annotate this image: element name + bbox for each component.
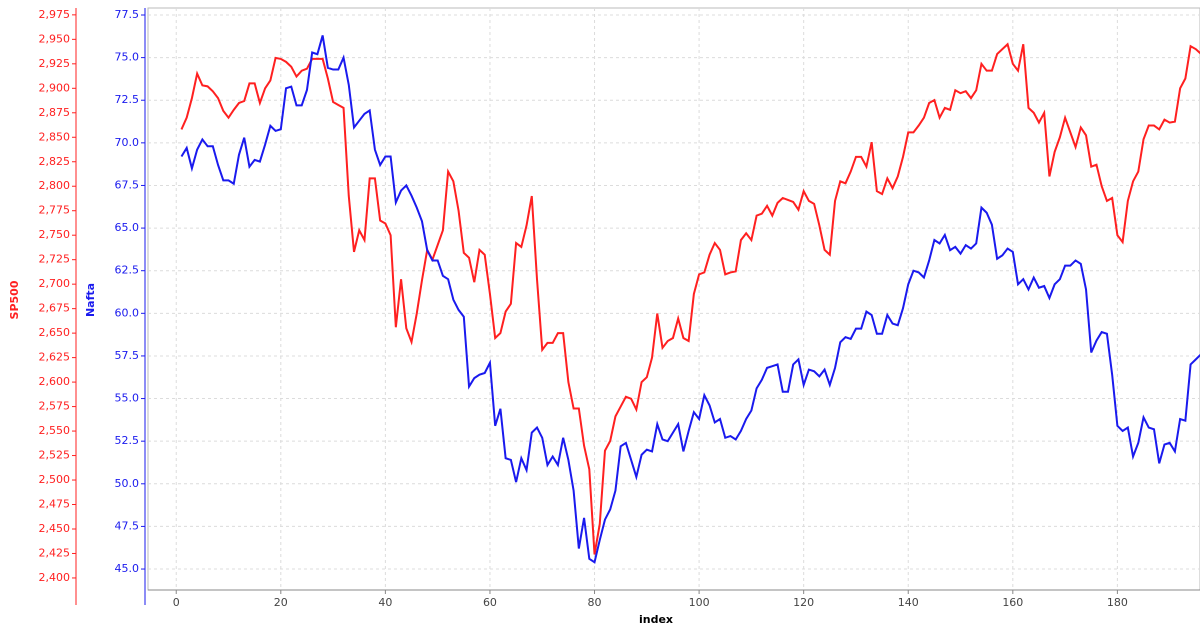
series-group bbox=[180, 35, 1200, 564]
y2-tick-label: 65.0 bbox=[115, 221, 140, 234]
x-tick-label: 100 bbox=[689, 596, 710, 609]
y2-tick-label: 57.5 bbox=[115, 349, 140, 362]
y-tick-label: 2,425 bbox=[39, 546, 71, 559]
y2-tick-label: 67.5 bbox=[115, 178, 140, 191]
y-tick-label: 2,400 bbox=[39, 571, 71, 584]
y-tick-label: 2,850 bbox=[39, 130, 71, 143]
y2-tick-label: 77.5 bbox=[115, 8, 140, 21]
y2-tick-label: 50.0 bbox=[115, 477, 140, 490]
y-tick-label: 2,725 bbox=[39, 253, 71, 266]
y-tick-label: 2,775 bbox=[39, 204, 71, 217]
plot-area bbox=[147, 7, 1200, 591]
y2-tick-label: 72.5 bbox=[115, 93, 140, 106]
y-tick-label: 2,550 bbox=[39, 424, 71, 437]
y2-tick-label: 45.0 bbox=[115, 562, 140, 575]
y-tick-label: 2,575 bbox=[39, 400, 71, 413]
series-line bbox=[180, 35, 1200, 564]
y2-axis-label: Nafta bbox=[84, 283, 97, 317]
x-tick-label: 120 bbox=[793, 596, 814, 609]
y-tick-label: 2,825 bbox=[39, 155, 71, 168]
y2-tick-label: 47.5 bbox=[115, 519, 140, 532]
y-tick-label: 2,950 bbox=[39, 32, 71, 45]
y-tick-label: 2,875 bbox=[39, 106, 71, 119]
y2-tick-label: 62.5 bbox=[115, 264, 140, 277]
y-tick-label: 2,750 bbox=[39, 228, 71, 241]
y-tick-label: 2,900 bbox=[39, 81, 71, 94]
y-tick-label: 2,625 bbox=[39, 351, 71, 364]
y-tick-label: 2,475 bbox=[39, 498, 71, 511]
y2-tick-label: 70.0 bbox=[115, 136, 140, 149]
y-tick-label: 2,975 bbox=[39, 8, 71, 21]
y-axis-label: SP500 bbox=[8, 280, 21, 319]
x-tick-label: 40 bbox=[378, 596, 392, 609]
x-tick-label: 60 bbox=[483, 596, 497, 609]
y-tick-label: 2,700 bbox=[39, 277, 71, 290]
y-tick-label: 2,500 bbox=[39, 473, 71, 486]
x-tick-label: 0 bbox=[173, 596, 180, 609]
y2-tick-label: 52.5 bbox=[115, 434, 140, 447]
y-tick-label: 2,925 bbox=[39, 57, 71, 70]
y-tick-label: 2,650 bbox=[39, 326, 71, 339]
x-tick-label: 180 bbox=[1107, 596, 1128, 609]
y-tick-label: 2,800 bbox=[39, 179, 71, 192]
x-tick-label: 140 bbox=[898, 596, 919, 609]
series-line bbox=[180, 42, 1200, 555]
x-axis-label: index bbox=[639, 613, 673, 626]
y2-tick-label: 60.0 bbox=[115, 306, 140, 319]
x-tick-label: 160 bbox=[1002, 596, 1023, 609]
y-tick-label: 2,600 bbox=[39, 375, 71, 388]
y-tick-label: 2,525 bbox=[39, 449, 71, 462]
y-tick-label: 2,450 bbox=[39, 522, 71, 535]
x-tick-label: 20 bbox=[274, 596, 288, 609]
x-tick-label: 80 bbox=[588, 596, 602, 609]
y2-tick-label: 55.0 bbox=[115, 392, 140, 405]
y-tick-label: 2,675 bbox=[39, 302, 71, 315]
y2-tick-label: 75.0 bbox=[115, 51, 140, 64]
